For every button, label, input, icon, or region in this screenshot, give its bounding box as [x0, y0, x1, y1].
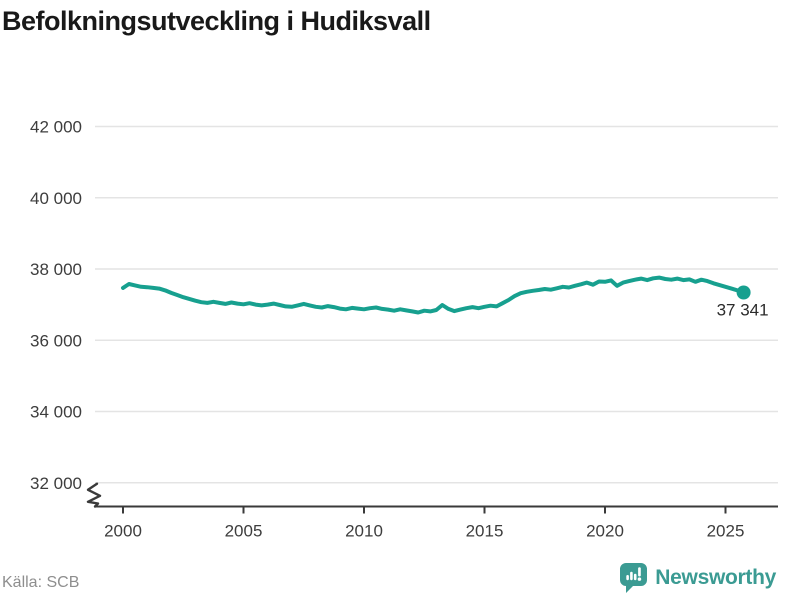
svg-text:32 000: 32 000	[30, 474, 82, 493]
svg-text:34 000: 34 000	[30, 403, 82, 422]
chart-title: Befolkningsutveckling i Hudiksvall	[2, 6, 431, 36]
svg-text:37 341: 37 341	[717, 301, 769, 320]
newsworthy-logo-text: Newsworthy	[655, 566, 776, 589]
svg-text:2010: 2010	[345, 522, 383, 541]
svg-text:40 000: 40 000	[30, 189, 82, 208]
svg-text:36 000: 36 000	[30, 331, 82, 350]
end-value-label: 37 341	[717, 301, 769, 320]
end-point-dot	[736, 285, 751, 300]
source-label: Källa: SCB	[2, 574, 80, 591]
population-line	[121, 275, 746, 315]
svg-text:2025: 2025	[707, 522, 745, 541]
svg-text:42 000: 42 000	[30, 118, 82, 137]
newsworthy-bubble-chart-icon	[620, 563, 648, 593]
svg-text:2005: 2005	[225, 522, 263, 541]
y-axis-labels: 42 000 40 000 38 000 36 000 34 000 32 000	[30, 118, 82, 493]
svg-text:38 000: 38 000	[30, 260, 82, 279]
chart-footer: Källa: SCB Newsworthy	[0, 556, 800, 600]
newsworthy-logo[interactable]: Newsworthy	[620, 562, 776, 594]
x-axis	[95, 505, 778, 514]
axis-break-icon	[86, 482, 102, 508]
svg-text:2020: 2020	[586, 522, 624, 541]
svg-text:2000: 2000	[104, 522, 142, 541]
x-axis-labels: 2000 2005 2010 2015 2020 2025	[104, 522, 744, 541]
svg-text:2015: 2015	[466, 522, 504, 541]
population-line-chart: 42 000 40 000 38 000 36 000 34 000 32 000 200…	[30, 118, 778, 541]
gridlines	[95, 125, 778, 484]
